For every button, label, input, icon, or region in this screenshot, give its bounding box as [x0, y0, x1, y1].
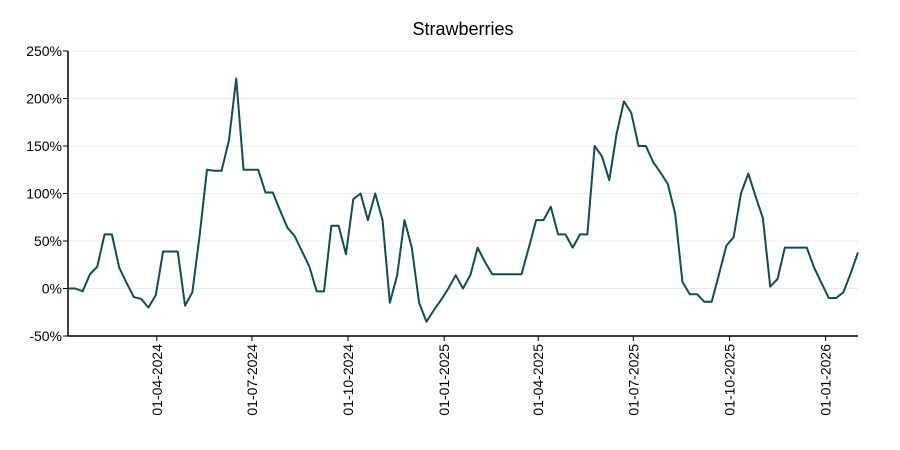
x-tick-label: 01-01-2025 — [436, 344, 452, 416]
x-tick-label: 01-04-2024 — [149, 344, 165, 416]
y-tick-label: 150% — [26, 138, 62, 154]
y-tick-label: 200% — [26, 91, 62, 107]
y-tick-label: -50% — [29, 328, 62, 344]
chart-title: Strawberries — [412, 19, 513, 39]
x-tick-label: 01-07-2024 — [244, 344, 260, 416]
line — [68, 77, 859, 323]
x-tick-label: 01-10-2024 — [340, 344, 356, 416]
x-tick-label: 01-10-2025 — [721, 344, 737, 416]
y-tick-label: 50% — [34, 233, 62, 249]
x-tick-label: 01-01-2026 — [818, 344, 834, 416]
x-tick-label: 01-07-2025 — [625, 344, 641, 416]
y-tick-label: 0% — [42, 281, 62, 297]
y-tick-label: 250% — [26, 43, 62, 59]
x-tick-label: 01-04-2025 — [530, 344, 546, 416]
y-tick-label: 100% — [26, 186, 62, 202]
